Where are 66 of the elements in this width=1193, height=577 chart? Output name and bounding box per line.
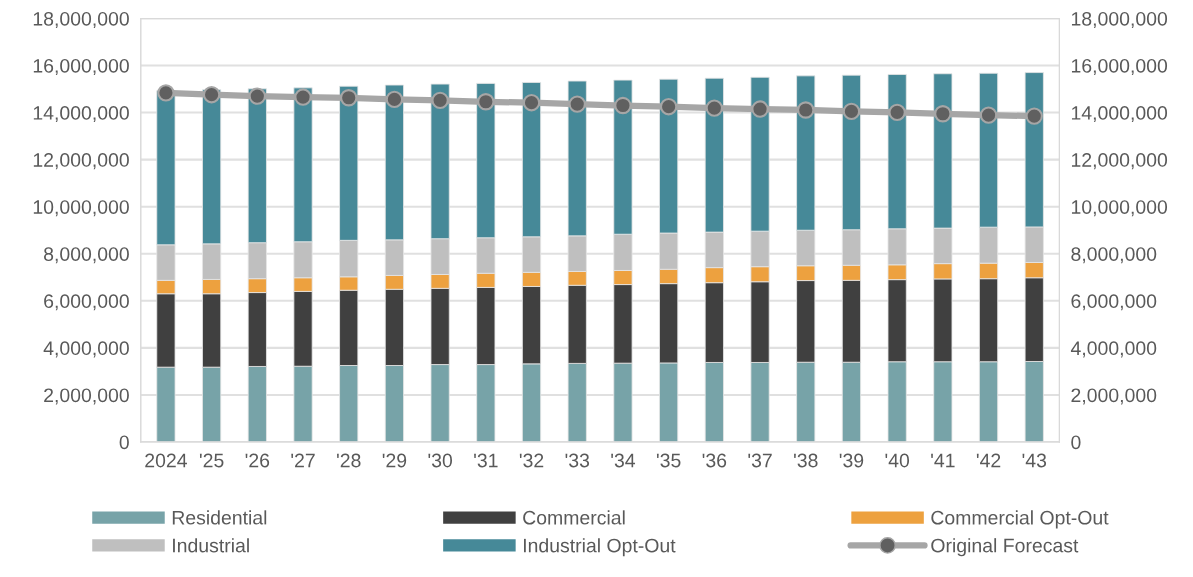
x-tick-label: '43 xyxy=(1022,453,1047,468)
y2-tick-label: 14,000,000 xyxy=(1071,106,1168,123)
x-tick-label: '37 xyxy=(748,453,772,468)
x-tick-label: '36 xyxy=(702,453,727,468)
point xyxy=(157,84,175,102)
y2-tick-label: 18,000,000 xyxy=(1071,11,1168,28)
legend-label: Industrial xyxy=(173,538,249,553)
point xyxy=(568,95,586,113)
y2-tick-label: 6,000,000 xyxy=(1071,294,1157,311)
y-tick-label: 4,000,000 xyxy=(43,341,129,358)
point xyxy=(797,101,815,119)
point xyxy=(614,96,632,115)
point xyxy=(202,86,221,104)
x-tick-label: '28 xyxy=(337,453,361,468)
x-tick-label: '31 xyxy=(474,453,498,468)
y-tick-label: 14,000,000 xyxy=(33,106,129,123)
x-tick-label: '39 xyxy=(839,453,864,468)
x-tick-label: '40 xyxy=(885,453,910,468)
point xyxy=(979,106,998,124)
x-tick-label: '42 xyxy=(976,453,1001,468)
y-tick-label: 12,000,000 xyxy=(33,153,129,170)
x-tick-label: '35 xyxy=(656,453,681,468)
y-tick-label: 16,000,000 xyxy=(33,58,129,76)
point xyxy=(1025,107,1043,125)
x-tick-label: '29 xyxy=(382,453,407,468)
y2-tick-label: 16,000,000 xyxy=(1071,58,1168,76)
x-tick-label: '27 xyxy=(291,453,315,468)
legend-label: Original Forecast xyxy=(931,538,1079,557)
y2-tick-label: 10,000,000 xyxy=(1071,200,1168,217)
y-tick-label: 10,000,000 xyxy=(33,200,129,217)
point xyxy=(477,93,495,111)
y-tick-label: 18,000,000 xyxy=(33,11,129,28)
x-tick-label: '26 xyxy=(245,453,270,468)
point xyxy=(522,94,541,112)
y-tick-label: 0 xyxy=(119,435,129,450)
point xyxy=(294,88,312,106)
point xyxy=(659,98,678,116)
x-tick-label: '33 xyxy=(565,453,590,468)
point xyxy=(751,100,769,118)
y-tick-label: 2,000,000 xyxy=(44,388,129,405)
point xyxy=(340,89,358,107)
point xyxy=(888,103,906,122)
x-tick-label: '41 xyxy=(931,453,955,468)
legend-label: Commercial xyxy=(523,510,625,525)
x-tick-label: '25 xyxy=(199,453,224,468)
y2-tick-label: 0 xyxy=(1071,435,1081,450)
point xyxy=(385,90,404,109)
point xyxy=(934,105,952,123)
x-tick-label: 2024 xyxy=(145,453,187,468)
point xyxy=(842,102,861,121)
y2-tick-label: 8,000,000 xyxy=(1071,247,1157,264)
x-tick-label: '30 xyxy=(428,453,453,468)
legend-label: Industrial Opt-Out xyxy=(523,538,676,557)
point xyxy=(705,99,724,117)
point xyxy=(248,87,266,105)
legend-label: Commercial Opt-Out xyxy=(931,510,1109,529)
x-tick-label: '32 xyxy=(519,453,544,468)
x-tick-label: '34 xyxy=(611,453,636,468)
y2-tick-label: 2,000,000 xyxy=(1071,388,1157,405)
y2-tick-label: 12,000,000 xyxy=(1071,153,1168,170)
legend-label: Residential xyxy=(172,510,267,525)
y2-tick-label: 4,000,000 xyxy=(1070,341,1157,358)
y-tick-label: 8,000,000 xyxy=(44,247,129,264)
x-tick-label: '38 xyxy=(794,453,818,468)
point xyxy=(431,91,449,110)
y-tick-label: 6,000,000 xyxy=(44,294,129,311)
